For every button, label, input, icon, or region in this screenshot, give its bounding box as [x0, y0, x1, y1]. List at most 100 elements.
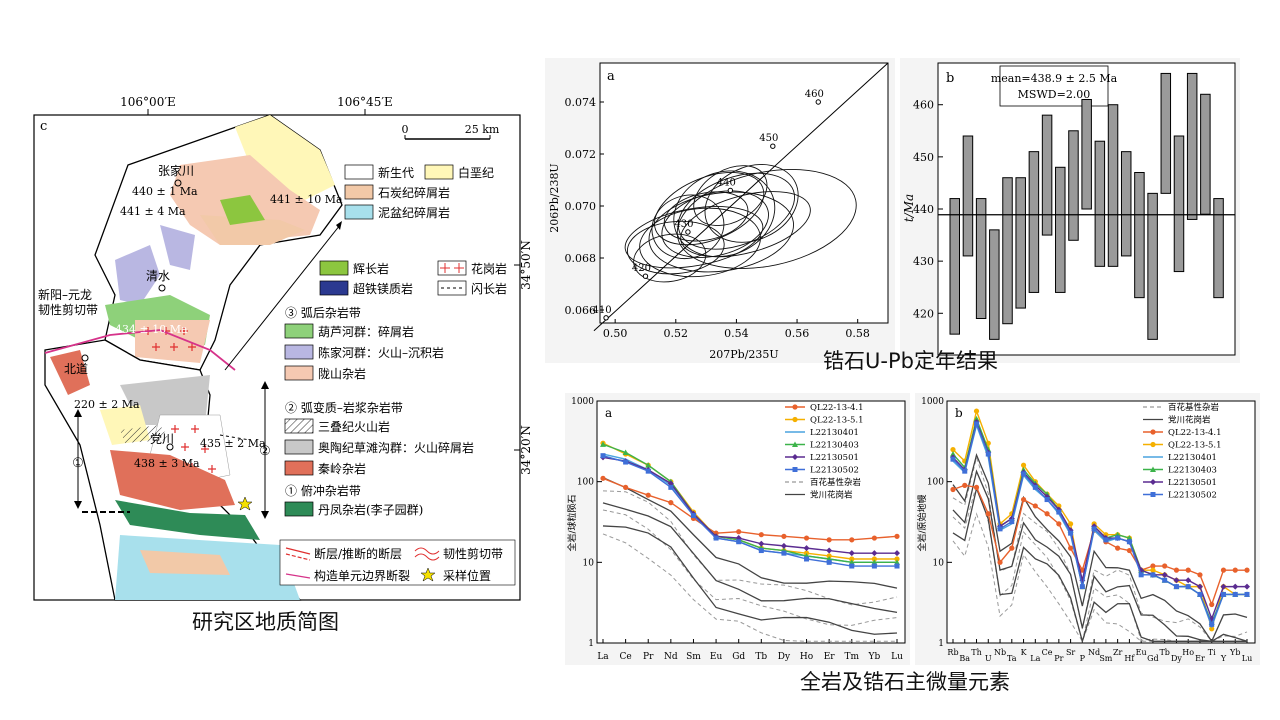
concordia-panel-label: a [607, 69, 615, 84]
data-point [622, 449, 629, 455]
concordia-ylabel: 206Pb/238U [548, 163, 561, 232]
spider-y-ticks: 1000 100 10 1 [921, 397, 952, 649]
spider-background-lines [952, 452, 1248, 644]
data-point [1244, 583, 1250, 590]
error-ellipse [680, 191, 811, 258]
data-point [848, 559, 855, 565]
chenjiahe-area-2 [160, 225, 195, 270]
data-point [1185, 584, 1191, 590]
data-point [1244, 591, 1250, 597]
age-label: 460 [805, 89, 824, 100]
background-line [952, 512, 1247, 643]
shear-zone-line [44, 329, 236, 371]
svg-text:秦岭杂岩: 秦岭杂岩 [318, 461, 366, 476]
data-point [1244, 567, 1250, 573]
agebar-stat-mswd: MSWD=2.00 [1018, 88, 1091, 101]
series-line [602, 456, 897, 554]
concordia-age-marks: 410 420 430 440 450 460 [593, 89, 824, 321]
data-point [645, 492, 651, 498]
legend-marker [1150, 429, 1156, 435]
data-point [1021, 471, 1027, 477]
data-point [1032, 484, 1038, 490]
svg-text:① 俯冲杂岩带: ① 俯冲杂岩带 [285, 483, 361, 498]
legend-marker [792, 404, 798, 410]
data-point [1209, 621, 1215, 627]
age-marker [685, 229, 691, 235]
geological-map: 106°00′E 106°45′E c 34°50′N 34°20′N 0 25… [33, 95, 533, 601]
map-legend: 新生代 白垩纪 石炭纪碎屑岩 泥盆纪碎屑岩 辉长岩 花岗岩 超铁镁质岩 闪长岩 … [279, 164, 516, 586]
error-ellipse [676, 169, 857, 269]
age-label: 450 [759, 133, 778, 144]
data-point [826, 559, 832, 565]
error-ellipse [651, 194, 725, 259]
series-line [952, 419, 1247, 621]
x-tick-label: Lu [891, 652, 903, 662]
data-point [826, 547, 833, 554]
x-tick-label: Tm [844, 652, 859, 662]
x-tick-label: Sm [1099, 654, 1112, 663]
svg-text:② 弧变质–岩浆杂岩带: ② 弧变质–岩浆杂岩带 [285, 400, 403, 415]
lon-label: 106°45′E [337, 95, 393, 109]
y-tick-label: 0.066 [565, 304, 597, 317]
zone-mark-2: ② [259, 444, 271, 459]
x-tick-label: Rb [947, 648, 958, 657]
data-point [600, 453, 606, 459]
concordia-chart: a 0.50 0.52 0.54 0.56 0.58 0.0660.0680.0700.… [545, 58, 895, 363]
y-tick-label: 0.072 [565, 148, 597, 161]
x-tick-label: La [597, 652, 609, 662]
svg-text:石炭纪碎屑岩: 石炭纪碎屑岩 [378, 185, 450, 200]
data-point [1138, 572, 1144, 578]
concordia-xlabel: 207Pb/235U [709, 348, 778, 361]
lon-label: 106°00′E [120, 95, 176, 109]
data-point [826, 537, 832, 543]
y-tick-label: 460 [913, 99, 934, 112]
age-bar [1173, 135, 1185, 273]
x-tick-label: Ba [959, 654, 970, 663]
x-tick-label: Nd [1088, 648, 1100, 657]
background-line [952, 486, 1247, 644]
x-tick-label: Eu [710, 652, 723, 662]
legend-marker [792, 441, 798, 447]
place-dangchuan: 党川 [150, 431, 174, 446]
age-bar-chart: b mean=438.9 ± 2.5 Ma MSWD=2.00 420 430 44… [900, 58, 1240, 363]
data-point [1091, 526, 1097, 532]
legend-label: L22130501 [810, 453, 859, 463]
legend-marker [792, 467, 798, 472]
data-point [1115, 545, 1121, 551]
y-tick-label: 420 [913, 307, 934, 320]
age-marker [815, 99, 821, 105]
agebar-ylabel: t/Ma [902, 194, 916, 222]
background-line [952, 455, 1248, 642]
legend-marker [1150, 466, 1156, 472]
danfeng-area [115, 500, 260, 540]
data-point [1150, 563, 1156, 569]
data-point [1232, 591, 1238, 597]
data-point [758, 540, 765, 547]
data-point [1020, 462, 1027, 468]
legend-label: L22130502 [810, 466, 859, 476]
data-point [1162, 577, 1168, 583]
y-tick-label: 0.068 [565, 252, 597, 265]
background-line [952, 452, 1248, 643]
age-bar [1147, 192, 1158, 340]
spider-series [950, 408, 1250, 632]
agebar-panel-label: b [946, 71, 954, 86]
chenjiahe-area [115, 245, 160, 305]
data-point [871, 550, 878, 557]
svg-text:③ 弧后杂岩带: ③ 弧后杂岩带 [285, 305, 361, 320]
age-label: 410 [593, 305, 612, 316]
legend-label: L22130501 [1168, 478, 1217, 488]
data-point [973, 484, 980, 490]
lat-label: 34°50′N [519, 240, 533, 290]
x-tick-label: P [1080, 654, 1086, 663]
age-bar [1055, 166, 1066, 293]
zone-mark-1: ① [72, 456, 84, 471]
data-point [1056, 521, 1062, 527]
background-line [602, 525, 898, 635]
svg-text:白垩纪: 白垩纪 [458, 165, 494, 180]
svg-text:花岗岩: 花岗岩 [471, 261, 507, 276]
age-label: 438 ± 3 Ma [134, 457, 200, 470]
legend-label: QL22-13-4.1 [810, 403, 864, 413]
svg-text:葫芦河群：碎屑岩: 葫芦河群：碎屑岩 [318, 324, 414, 339]
